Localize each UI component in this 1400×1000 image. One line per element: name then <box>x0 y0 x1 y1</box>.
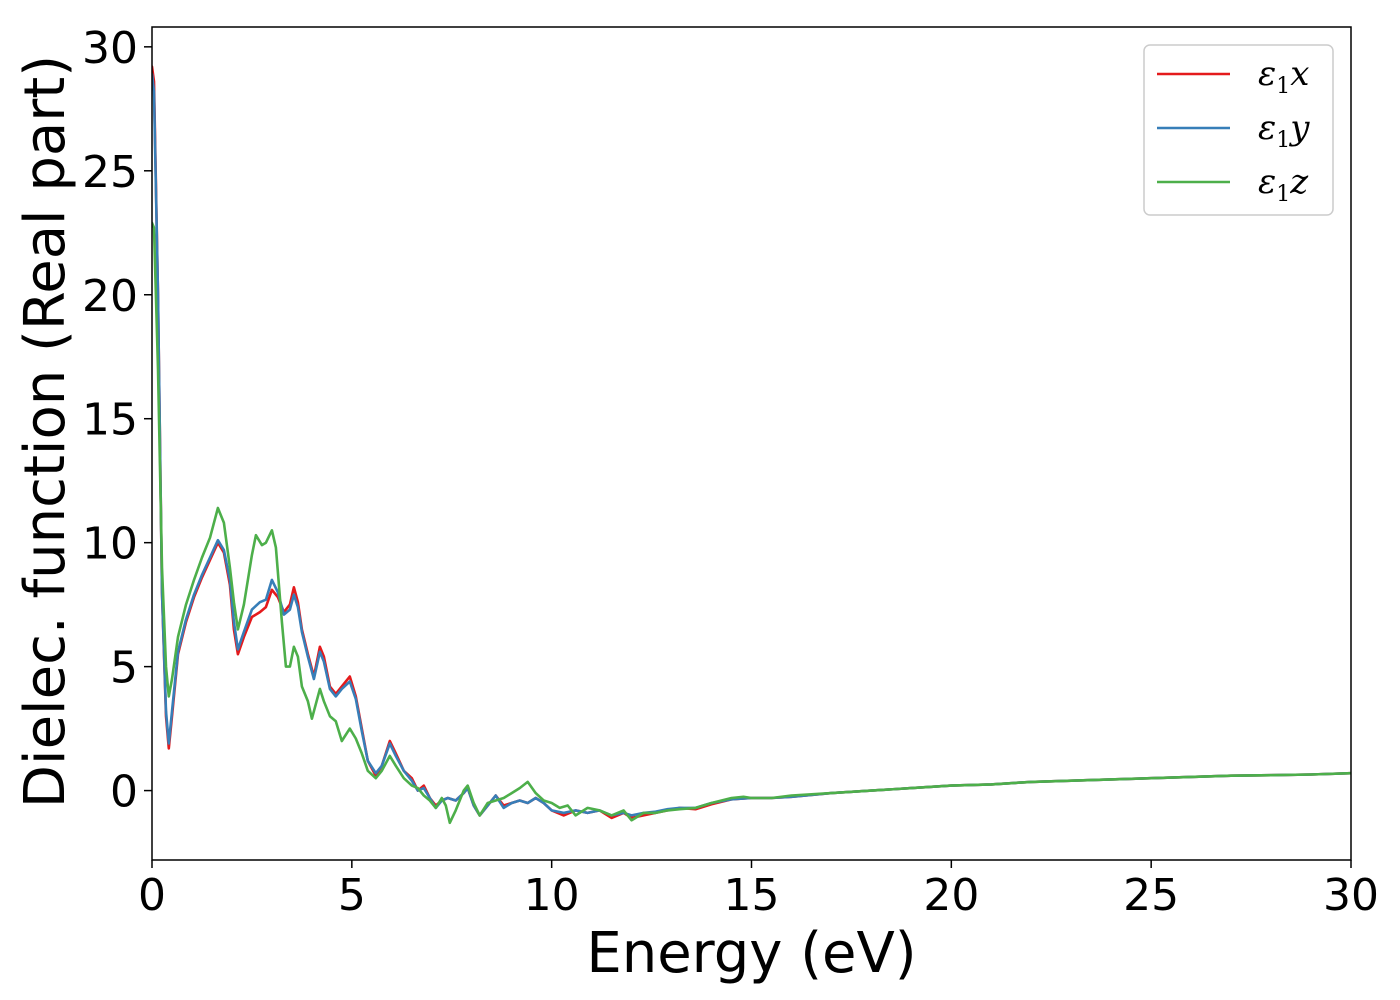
x-tick-label: 0 <box>138 870 166 921</box>
x-axis-label: Energy (eV) <box>586 921 916 986</box>
x-tick-label: 15 <box>724 870 780 921</box>
y-axis-ticks: 0 5 10 15 20 25 30 <box>82 23 152 818</box>
y-tick-label: 10 <box>82 519 138 570</box>
y-axis-label: Dielec. function (Real part) <box>13 55 78 808</box>
y-tick-label: 20 <box>82 271 138 322</box>
x-axis-ticks: 0 5 10 15 20 25 30 <box>138 860 1379 921</box>
x-tick-label: 5 <box>338 870 366 921</box>
y-tick-label: 5 <box>110 643 138 694</box>
legend-label-y: ε1y <box>1258 108 1310 153</box>
legend: ε1x ε1y ε1z <box>1143 44 1334 216</box>
x-tick-label: 10 <box>524 870 580 921</box>
y-tick-label: 30 <box>82 23 138 74</box>
legend-label-z: ε1z <box>1258 162 1309 207</box>
y-tick-label: 0 <box>110 767 138 818</box>
series-line-z <box>152 221 1351 825</box>
x-tick-label: 25 <box>1123 870 1179 921</box>
x-tick-label: 30 <box>1323 870 1379 921</box>
y-tick-label: 15 <box>82 395 138 446</box>
legend-label-x: ε1x <box>1258 54 1309 99</box>
series-layer <box>152 65 1351 825</box>
x-tick-label: 20 <box>923 870 979 921</box>
y-tick-label: 25 <box>82 147 138 198</box>
legend-box <box>1143 44 1334 216</box>
